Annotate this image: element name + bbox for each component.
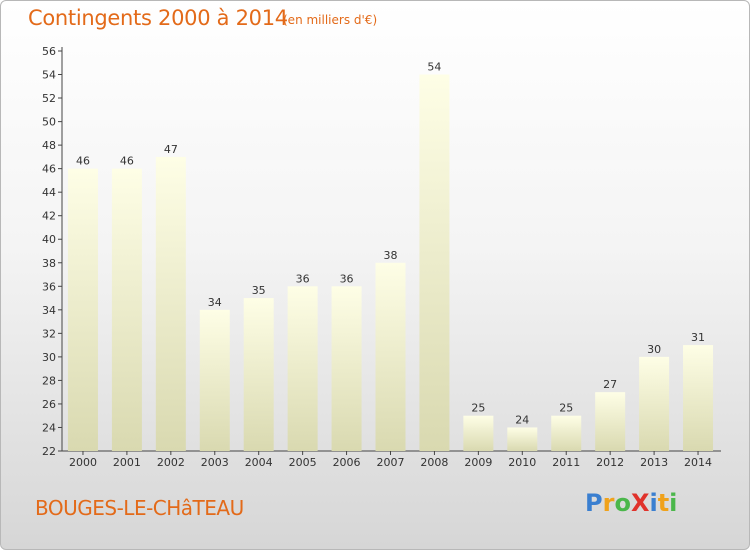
y-tick-label: 22 — [42, 445, 56, 458]
x-tick-label-2013: 2013 — [640, 456, 668, 469]
bar-2004 — [243, 298, 274, 451]
y-tick-label: 42 — [42, 210, 56, 223]
x-tick-label-2005: 2005 — [289, 456, 317, 469]
bar-2012 — [595, 392, 626, 451]
bar-2003 — [199, 309, 230, 451]
y-tick-label: 40 — [42, 233, 56, 246]
place-name: BOUGES-LE-CHâTEAU — [35, 496, 244, 520]
data-label-2012: 27 — [603, 378, 617, 391]
x-tick-label-2010: 2010 — [508, 456, 536, 469]
bar-2009 — [463, 415, 494, 451]
data-label-2014: 31 — [691, 331, 705, 344]
data-label-2011: 25 — [559, 402, 573, 415]
logo-letter: X — [630, 489, 650, 517]
x-tick-label-2001: 2001 — [113, 456, 141, 469]
data-label-2008: 54 — [427, 61, 441, 74]
bar-2006 — [331, 286, 362, 451]
y-tick-label: 34 — [42, 304, 56, 317]
y-tick-label: 30 — [42, 351, 56, 364]
chart-title: Contingents 2000 à 2014 — [28, 6, 288, 30]
chart-labels: 46 46 47 34 35 36 36 38 54 25 24 25 27 30 31 — [76, 61, 705, 427]
bar-2005 — [287, 286, 318, 451]
x-tick-label-2014: 2014 — [684, 456, 712, 469]
data-label-2007: 38 — [384, 249, 398, 262]
chart-axes: 22 24 26 28 30 32 34 36 38 40 42 44 46 48 50 52 54 56 2000… — [42, 45, 721, 469]
data-label-2003: 34 — [208, 296, 222, 309]
y-tick-label: 46 — [42, 163, 56, 176]
y-tick-label: 44 — [42, 186, 56, 199]
x-tick-label-2008: 2008 — [420, 456, 448, 469]
y-tick-label: 28 — [42, 374, 56, 387]
data-label-2009: 25 — [471, 402, 485, 415]
chart-subtitle: (en milliers d'€) — [283, 13, 378, 27]
y-tick-label: 36 — [42, 280, 56, 293]
data-label-2013: 30 — [647, 343, 661, 356]
x-tick-label-2007: 2007 — [377, 456, 405, 469]
y-tick-label: 26 — [42, 398, 56, 411]
bar-2013 — [639, 356, 670, 451]
y-tick-label: 56 — [42, 45, 56, 58]
x-tick-label-2000: 2000 — [69, 456, 97, 469]
bar-2011 — [551, 415, 582, 451]
y-tick-label: 38 — [42, 257, 56, 270]
x-tick-label-2011: 2011 — [552, 456, 580, 469]
data-label-2002: 47 — [164, 143, 178, 156]
data-label-2005: 36 — [296, 272, 310, 285]
y-tick-label: 24 — [42, 421, 56, 434]
x-tick-label-2003: 2003 — [201, 456, 229, 469]
bar-2001 — [111, 168, 142, 451]
data-label-2004: 35 — [252, 284, 266, 297]
logo-letter: i — [649, 489, 658, 517]
data-label-2006: 36 — [340, 272, 354, 285]
logo-letter: r — [602, 489, 615, 517]
bar-2010 — [507, 427, 538, 451]
y-tick-label: 32 — [42, 327, 56, 340]
data-label-2000: 46 — [76, 155, 90, 168]
x-tick-label-2006: 2006 — [333, 456, 361, 469]
proxiti-logo[interactable]: ProXiti — [585, 489, 677, 517]
logo-letter: t — [657, 489, 670, 517]
x-tick-label-2002: 2002 — [157, 456, 185, 469]
bar-2002 — [155, 156, 186, 451]
logo-letter: o — [614, 489, 631, 517]
x-tick-label-2009: 2009 — [464, 456, 492, 469]
x-tick-label-2012: 2012 — [596, 456, 624, 469]
data-label-2010: 24 — [515, 413, 529, 426]
y-tick-label: 52 — [42, 92, 56, 105]
y-tick-label: 50 — [42, 116, 56, 129]
bar-2007 — [375, 262, 406, 451]
logo-letter: P — [585, 489, 603, 517]
y-tick-label: 48 — [42, 139, 56, 152]
logo-letter: i — [669, 489, 678, 517]
bar-2008 — [419, 74, 450, 451]
bar-2000 — [67, 168, 98, 451]
chart-bars — [67, 74, 714, 451]
y-tick-label: 54 — [42, 69, 56, 82]
data-label-2001: 46 — [120, 155, 134, 168]
bar-2014 — [683, 345, 714, 451]
x-tick-label-2004: 2004 — [245, 456, 273, 469]
